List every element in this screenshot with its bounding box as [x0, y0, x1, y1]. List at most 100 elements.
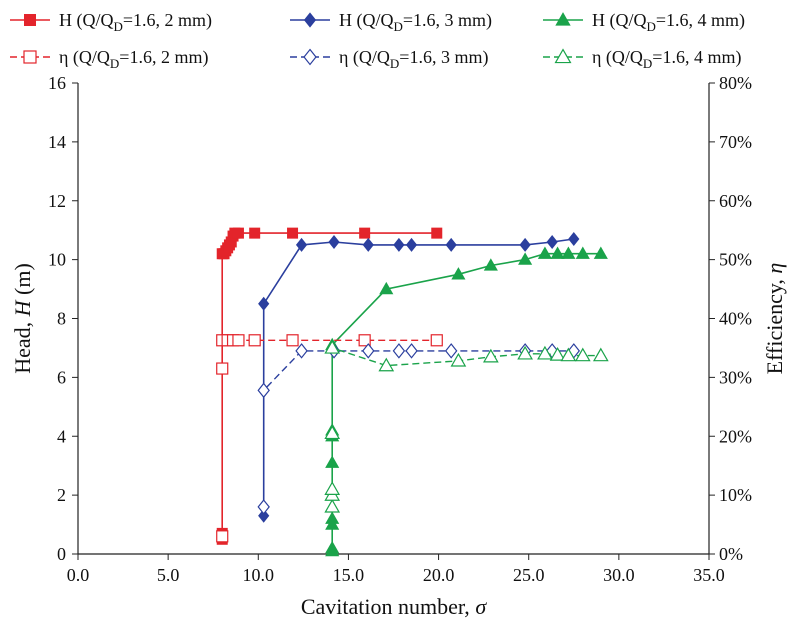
- y-tick-label: 6: [57, 367, 66, 387]
- legend: H (Q/QD=1.6, 2 mm) H (Q/QD=1.6, 3 mm) H (Q…: [10, 10, 745, 71]
- data-point: [362, 237, 374, 252]
- data-point: [537, 246, 553, 259]
- data-point: [362, 343, 375, 359]
- y-tick-label: 10: [48, 250, 66, 270]
- x-tick-label: 20.0: [423, 565, 455, 585]
- data-point: [286, 334, 299, 347]
- data-point: [325, 511, 340, 524]
- data-point: [517, 345, 533, 360]
- series-6: [324, 339, 609, 513]
- data-point: [518, 252, 533, 265]
- data-point: [546, 234, 558, 249]
- data-point: [574, 347, 591, 362]
- y2-tick-label: 70%: [719, 132, 752, 152]
- axes: [77, 83, 710, 555]
- legend-marker: [23, 50, 37, 64]
- series-4: [216, 334, 443, 543]
- legend-marker: [555, 12, 571, 26]
- legend-label: H (Q/QD=1.6, 4 mm): [592, 10, 745, 34]
- data-point: [358, 334, 371, 347]
- data-point: [232, 334, 245, 347]
- x-tick-label: 5.0: [157, 565, 180, 585]
- data-point: [575, 246, 590, 259]
- data-point: [328, 234, 340, 249]
- data-point: [445, 237, 457, 252]
- data-point: [295, 237, 308, 252]
- data-point: [232, 227, 244, 239]
- x-tick-label: 15.0: [333, 565, 365, 585]
- legend-item-2: H (Q/QD=1.6, 3 mm): [290, 10, 492, 34]
- legend-marker: [303, 48, 317, 66]
- y2-tick-label: 50%: [719, 250, 752, 270]
- legend-label: η (Q/QD=1.6, 4 mm): [592, 47, 741, 71]
- ticks: 0.0 5.0 10.0 15.0 20.0 25.0 30.0 35.0 0 2 4 6 8 10 12 1…: [48, 73, 752, 585]
- legend-marker: [303, 12, 317, 28]
- y-tick-label: 16: [48, 73, 66, 93]
- legend-marker: [24, 14, 36, 26]
- data-point: [392, 343, 406, 359]
- y2-tick-label: 80%: [719, 73, 752, 93]
- series-layer: [216, 227, 609, 557]
- series-line: [331, 346, 601, 507]
- legend-item-3: H (Q/QD=1.6, 4 mm): [543, 10, 745, 34]
- y2-axis-title: Efficiency, η: [762, 263, 787, 375]
- series-2: [258, 232, 580, 523]
- data-point: [287, 227, 299, 239]
- series-line: [331, 252, 601, 552]
- series-3: [325, 246, 608, 557]
- data-point: [451, 267, 466, 280]
- legend-label: H (Q/QD=1.6, 2 mm): [59, 10, 212, 34]
- data-point: [549, 346, 566, 361]
- data-point: [550, 246, 565, 259]
- x-tick-label: 30.0: [603, 565, 635, 585]
- series-line: [263, 350, 574, 507]
- data-point: [450, 352, 467, 367]
- axis-titles: Cavitation number, σ Head, H (m) Efficienc…: [10, 263, 787, 619]
- data-point: [378, 357, 395, 372]
- y-tick-label: 4: [57, 426, 66, 446]
- y2-tick-label: 40%: [719, 309, 752, 329]
- data-point: [483, 258, 498, 271]
- data-point: [560, 347, 577, 362]
- data-point: [258, 508, 270, 523]
- x-tick-label: 25.0: [513, 565, 545, 585]
- data-point: [405, 343, 418, 359]
- legend-item-5: η (Q/QD=1.6, 3 mm): [290, 47, 488, 71]
- data-point: [444, 343, 458, 359]
- data-point: [257, 382, 270, 399]
- legend-item-4: η (Q/QD=1.6, 2 mm): [10, 47, 208, 71]
- data-point: [324, 481, 341, 495]
- y-axis-title: Head, H (m): [10, 263, 35, 374]
- y2-tick-label: 60%: [719, 191, 752, 211]
- data-point: [359, 227, 371, 239]
- legend-item-1: H (Q/QD=1.6, 2 mm): [10, 10, 212, 34]
- x-tick-label: 0.0: [67, 565, 90, 585]
- y-tick-label: 8: [57, 309, 66, 329]
- data-point: [519, 237, 531, 252]
- data-point: [324, 425, 341, 440]
- legend-label: H (Q/QD=1.6, 3 mm): [339, 10, 492, 34]
- y2-tick-label: 10%: [719, 485, 752, 505]
- data-point: [258, 296, 270, 311]
- data-point: [592, 347, 609, 362]
- data-point: [257, 499, 270, 515]
- series-5: [257, 343, 581, 515]
- data-point: [216, 362, 229, 375]
- y2-tick-label: 20%: [719, 426, 752, 446]
- data-point: [216, 530, 229, 543]
- data-point: [593, 246, 608, 259]
- data-point: [430, 334, 443, 347]
- y2-tick-label: 0%: [719, 544, 743, 564]
- y-tick-label: 12: [48, 191, 66, 211]
- data-point: [249, 227, 261, 239]
- data-point: [405, 237, 418, 252]
- data-point: [325, 540, 340, 554]
- data-point: [379, 281, 394, 295]
- y2-tick-label: 30%: [719, 367, 752, 387]
- data-point: [393, 237, 405, 252]
- data-point: [295, 343, 308, 359]
- data-point: [568, 232, 580, 247]
- x-axis-title: Cavitation number, σ: [301, 594, 487, 619]
- data-point: [561, 246, 576, 259]
